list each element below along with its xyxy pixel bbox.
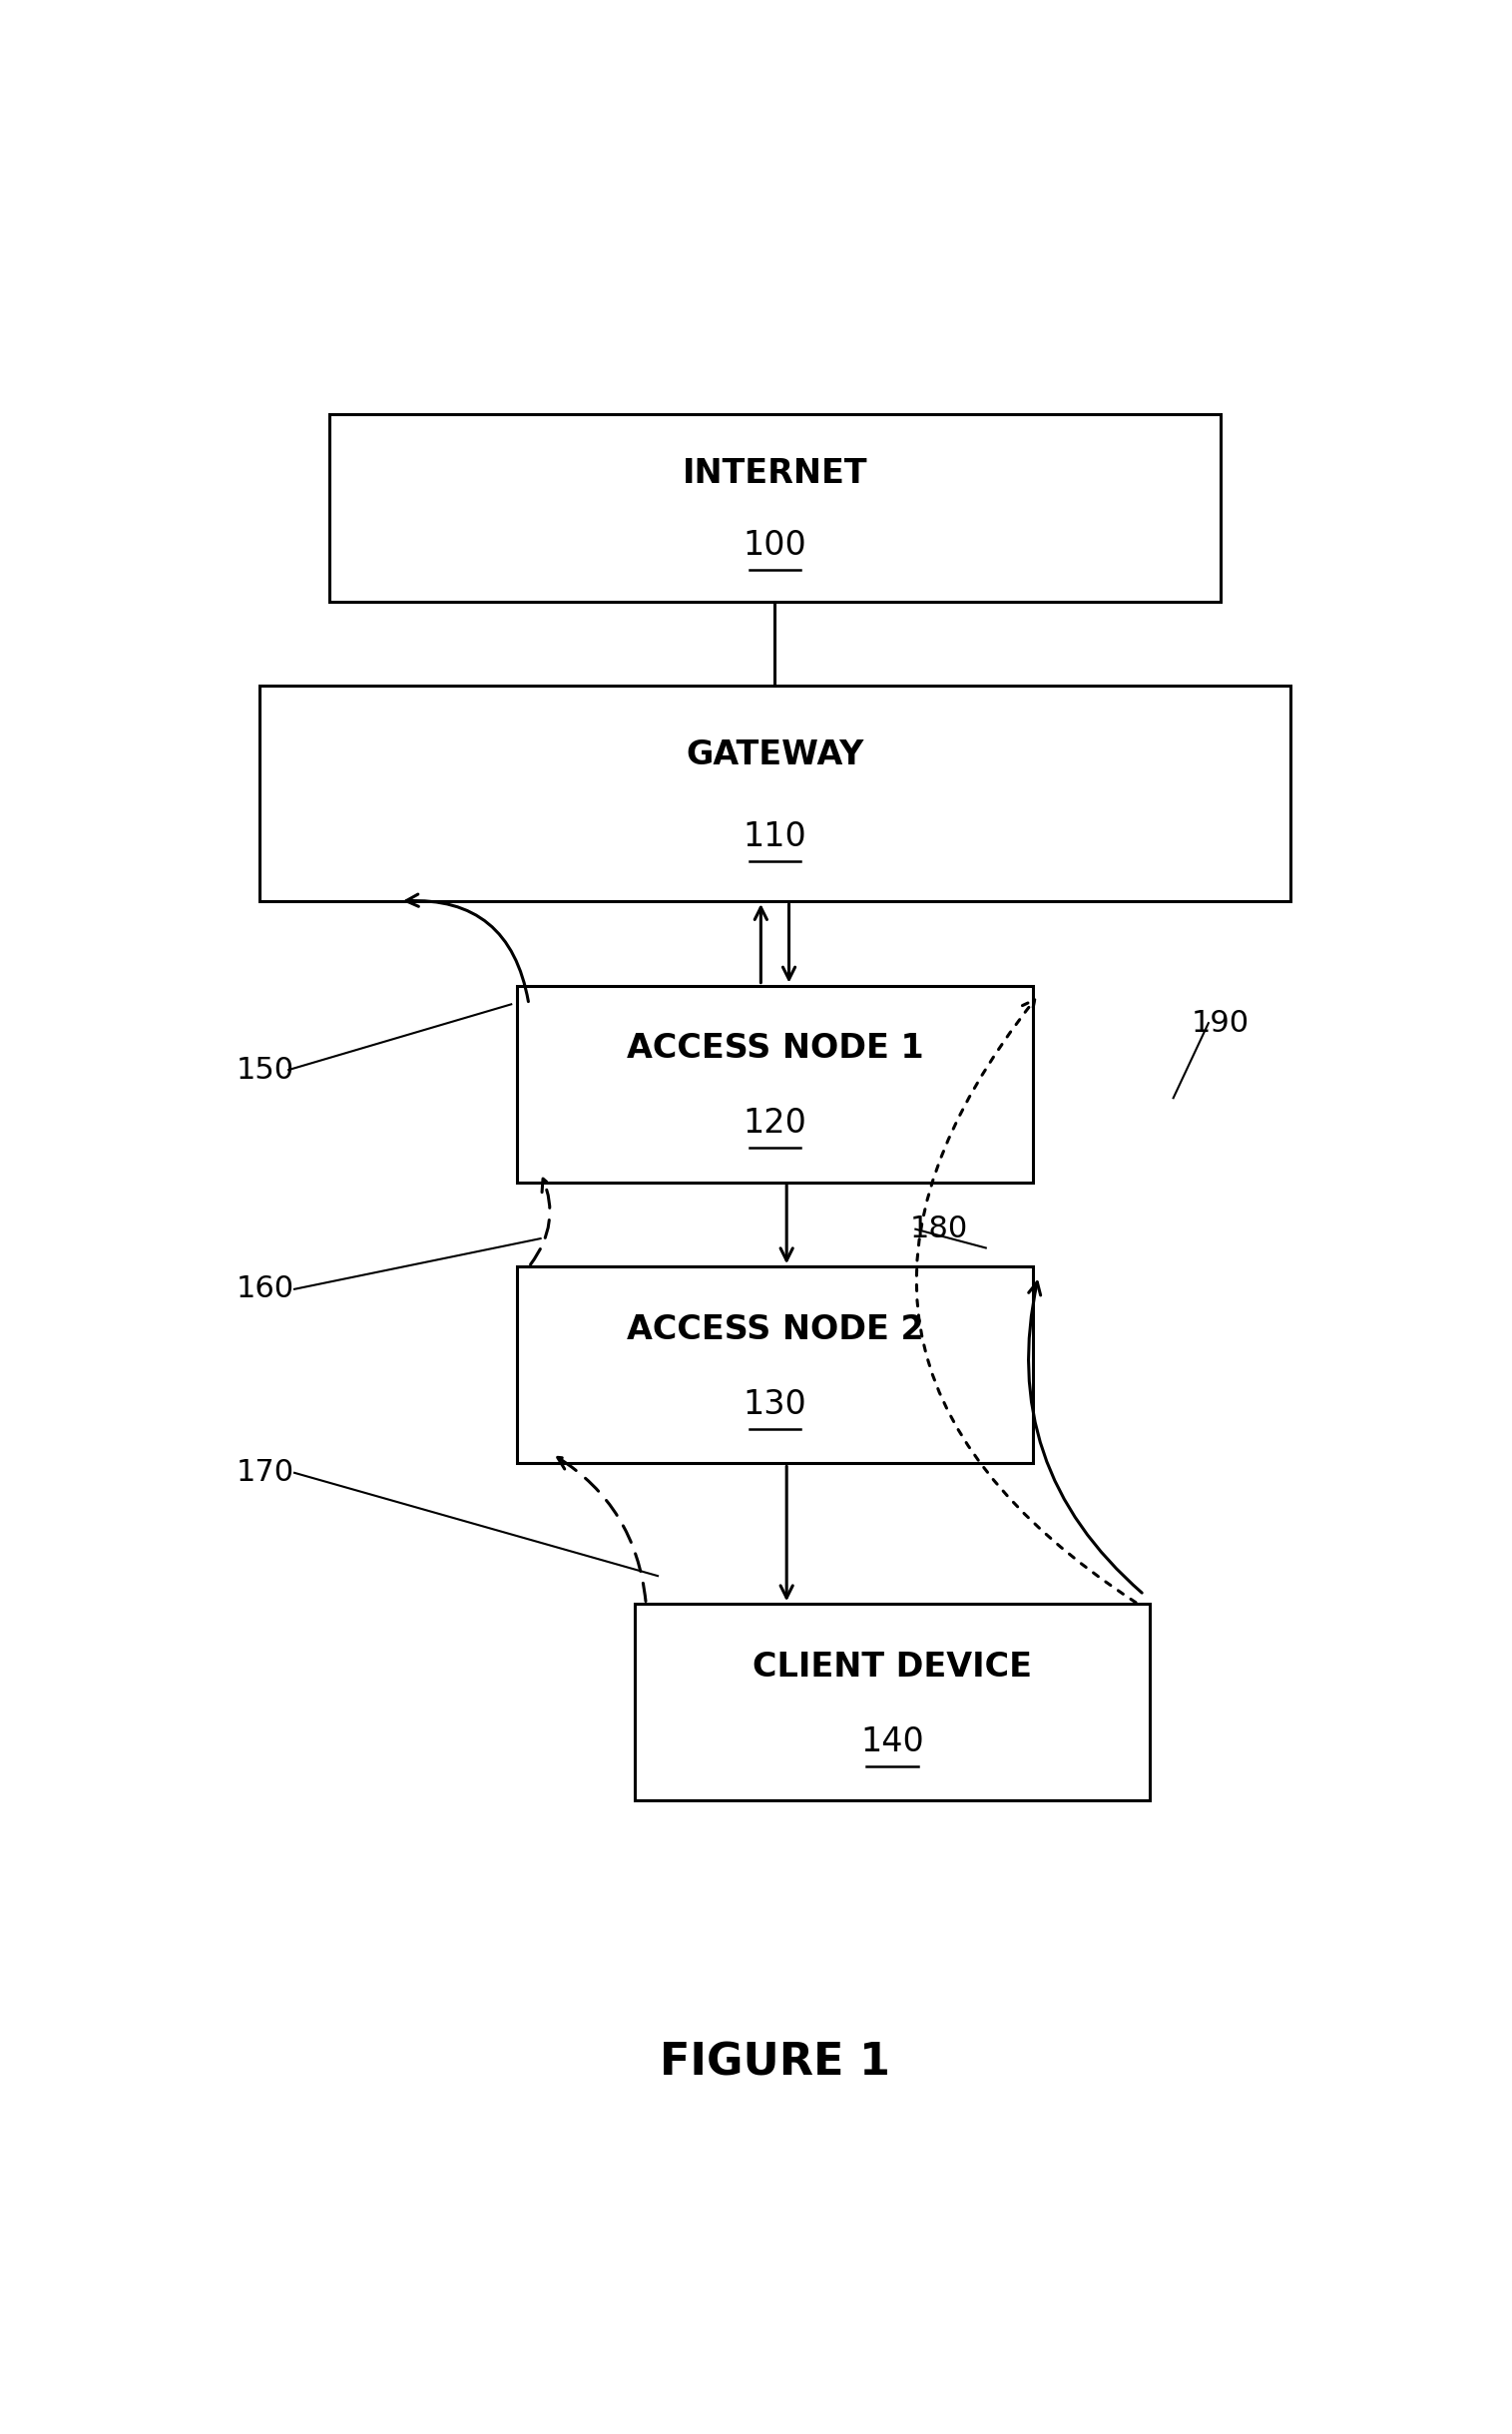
Text: ACCESS NODE 2: ACCESS NODE 2 [626, 1314, 924, 1346]
Text: 160: 160 [236, 1275, 295, 1305]
Text: 170: 170 [236, 1458, 295, 1487]
FancyBboxPatch shape [330, 414, 1220, 601]
Text: ACCESS NODE 1: ACCESS NODE 1 [626, 1032, 924, 1066]
Text: CLIENT DEVICE: CLIENT DEVICE [753, 1650, 1031, 1684]
FancyArrowPatch shape [558, 1458, 646, 1602]
Text: 140: 140 [860, 1726, 924, 1757]
FancyArrowPatch shape [407, 893, 528, 1000]
FancyArrowPatch shape [916, 1000, 1136, 1602]
FancyBboxPatch shape [635, 1604, 1151, 1801]
FancyArrowPatch shape [531, 1178, 553, 1263]
Text: 110: 110 [742, 820, 807, 852]
FancyBboxPatch shape [517, 986, 1033, 1183]
Text: 100: 100 [742, 528, 807, 562]
Text: 150: 150 [236, 1056, 295, 1083]
Text: 120: 120 [742, 1107, 807, 1139]
FancyBboxPatch shape [517, 1266, 1033, 1463]
Text: GATEWAY: GATEWAY [686, 738, 863, 772]
FancyArrowPatch shape [1028, 1283, 1142, 1592]
Text: 180: 180 [910, 1215, 968, 1244]
Text: INTERNET: INTERNET [682, 458, 868, 489]
Text: FIGURE 1: FIGURE 1 [659, 2042, 891, 2084]
FancyBboxPatch shape [260, 686, 1291, 901]
Text: 130: 130 [742, 1387, 807, 1421]
Text: 190: 190 [1191, 1008, 1249, 1037]
